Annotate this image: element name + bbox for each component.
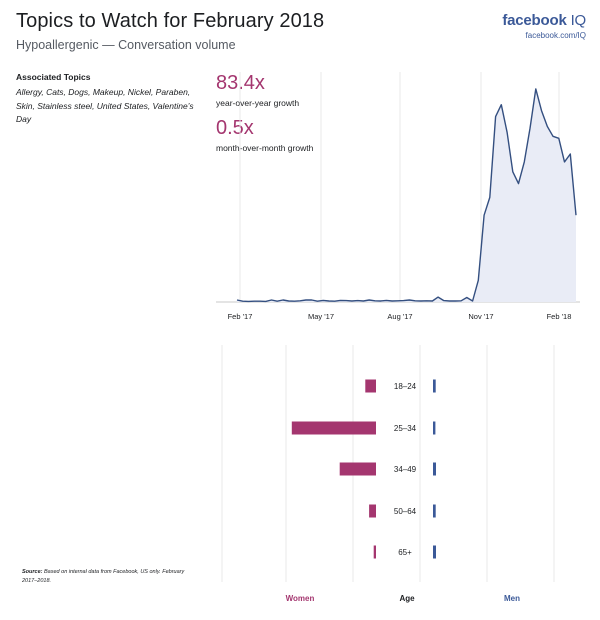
topics-heading: Associated Topics: [16, 72, 91, 82]
source-label: Source:: [22, 569, 43, 575]
age-gender-chart: 18–24 25–34 34–49 50–64 65+ Women Age Men: [286, 379, 520, 603]
age-category-label: 25–34: [394, 424, 417, 433]
area-chart-x-axis: Feb '17 May '17 Aug '17 Nov '17 Feb '18: [228, 312, 572, 321]
area-x-tick-label: Feb '17: [228, 312, 253, 321]
women-bar: [339, 462, 376, 476]
brand-wordmark: facebook: [502, 12, 567, 29]
men-bar: [433, 379, 436, 393]
brand-suffix: IQ: [570, 12, 587, 29]
yoy-growth-label: year-over-year growth: [216, 98, 300, 108]
area-series-line: [236, 88, 577, 303]
women-bar: [369, 504, 376, 518]
brand-name: facebook IQ: [502, 12, 586, 29]
topics-list: Allergy, Cats, Dogs, Makeup, Nickel, Par…: [16, 87, 194, 124]
page-subtitle: Hypoallergenic — Conversation volume: [16, 38, 236, 52]
age-category-label: 65+: [398, 548, 412, 557]
legend-men: Men: [504, 594, 520, 603]
area-x-tick-label: Nov '17: [468, 312, 493, 321]
age-category-label: 50–64: [394, 507, 417, 516]
men-bar: [433, 462, 436, 476]
women-bar: [373, 545, 376, 559]
men-bar: [433, 421, 436, 435]
legend-age: Age: [399, 594, 415, 603]
area-x-tick-label: Feb '18: [547, 312, 572, 321]
area-fill: [237, 88, 576, 303]
men-bar: [433, 504, 436, 518]
legend-women: Women: [286, 594, 315, 603]
age-category-label: 34–49: [394, 465, 417, 474]
area-x-tick-label: May '17: [308, 312, 334, 321]
men-bar: [433, 545, 436, 559]
source-note: Source: Based on internal data from Face…: [22, 568, 192, 586]
area-chart: [236, 88, 577, 303]
source-text: Based on internal data from Facebook, US…: [22, 569, 185, 584]
area-x-tick-label: Aug '17: [387, 312, 412, 321]
age-category-label: 18–24: [394, 382, 417, 391]
mom-growth-value: 0.5x: [216, 117, 254, 139]
mom-growth-label: month-over-month growth: [216, 143, 314, 153]
page-title: Topics to Watch for February 2018: [16, 10, 325, 32]
brand-logo[interactable]: facebook IQ facebook.com/IQ: [502, 12, 586, 40]
women-bar: [291, 421, 376, 435]
women-bar: [365, 379, 376, 393]
age-chart-grid: [221, 345, 555, 582]
brand-url[interactable]: facebook.com/IQ: [525, 31, 586, 40]
